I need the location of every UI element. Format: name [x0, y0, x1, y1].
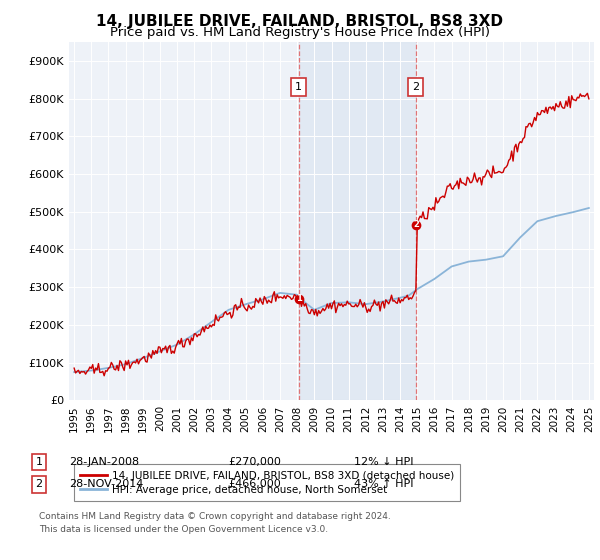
Text: 12% ↓ HPI: 12% ↓ HPI — [354, 457, 413, 467]
Text: 43% ↑ HPI: 43% ↑ HPI — [354, 479, 413, 489]
Text: Price paid vs. HM Land Registry's House Price Index (HPI): Price paid vs. HM Land Registry's House … — [110, 26, 490, 39]
Text: 28-NOV-2014: 28-NOV-2014 — [69, 479, 143, 489]
Text: Contains HM Land Registry data © Crown copyright and database right 2024.
This d: Contains HM Land Registry data © Crown c… — [39, 512, 391, 534]
Text: 1: 1 — [296, 294, 301, 303]
Text: 1: 1 — [295, 82, 302, 92]
Legend: 14, JUBILEE DRIVE, FAILAND, BRISTOL, BS8 3XD (detached house), HPI: Average pric: 14, JUBILEE DRIVE, FAILAND, BRISTOL, BS8… — [74, 464, 460, 501]
Text: £270,000: £270,000 — [228, 457, 281, 467]
Text: 2: 2 — [413, 220, 419, 229]
Text: 28-JAN-2008: 28-JAN-2008 — [69, 457, 139, 467]
Text: 2: 2 — [412, 82, 419, 92]
Text: 2: 2 — [35, 479, 43, 489]
Text: £466,000: £466,000 — [228, 479, 281, 489]
Text: 14, JUBILEE DRIVE, FAILAND, BRISTOL, BS8 3XD: 14, JUBILEE DRIVE, FAILAND, BRISTOL, BS8… — [97, 14, 503, 29]
Bar — [299, 42, 416, 400]
Text: 1: 1 — [35, 457, 43, 467]
